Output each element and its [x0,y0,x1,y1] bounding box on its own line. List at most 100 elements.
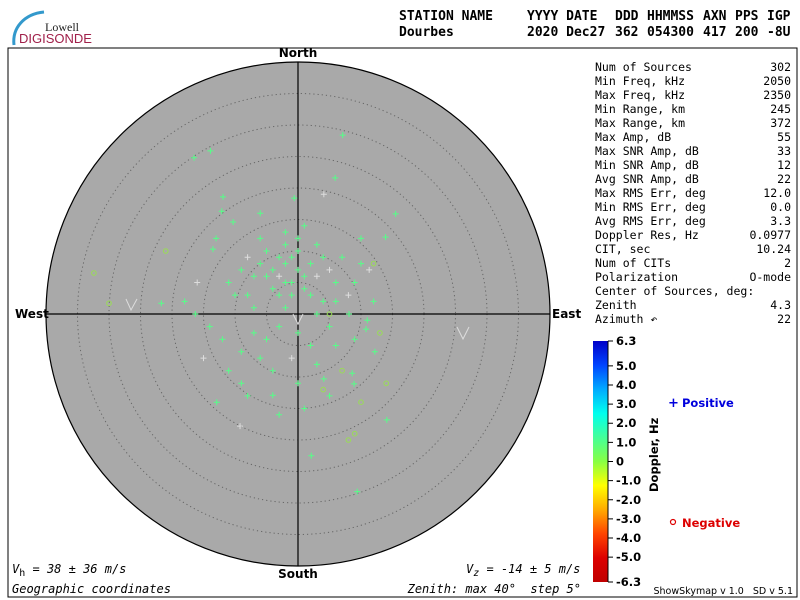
stat-label: Min Range, km [595,102,685,116]
stat-label: Polarization [595,270,678,284]
source-point-positive [363,326,370,333]
digisonde-logo: Lowell DIGISONDE [12,10,92,46]
source-point-positive [263,336,270,343]
doppler-colorbar [593,341,608,582]
stat-value: 245 [770,102,791,116]
source-point-positive [301,273,308,280]
colorbar-tick-label: 6.3 [616,334,636,348]
zenith-scale: Zenith: max 40° step 5° [407,582,581,596]
colorbar-tick-label: 0 [616,455,624,469]
source-point-positive [370,298,377,305]
source-point-positive [288,355,295,362]
colorbar-tick-label: -3.0 [616,512,641,526]
source-point-positive [351,279,358,286]
source-point-positive [250,273,257,280]
source-point-positive [339,254,346,261]
header-label-time: HHMMSS [647,9,694,24]
source-point-positive [257,210,264,217]
source-point-positive [392,210,399,217]
source-point-positive [206,323,213,330]
source-point-positive [383,416,390,423]
v-marker-center [292,313,304,326]
source-point-positive [354,488,361,495]
colorbar-tick-label: 4.0 [616,378,636,392]
stat-label: Max Range, km [595,116,685,130]
source-point-positive [371,348,378,355]
v-marker-east [456,326,470,341]
source-point-positive [326,392,333,399]
positive-symbol: + [668,396,679,411]
header-igp: -8U [767,25,791,40]
vh-value: = 38 ± 36 m/s [25,562,126,576]
stat-value: 302 [770,60,791,74]
source-point-negative [106,300,112,307]
source-point-positive [250,304,257,311]
source-point-positive [301,222,308,229]
stat-label: Doppler Res, Hz [595,228,699,242]
stat-label: Avg RMS Err, deg [595,214,706,228]
header-label-ddd: DDD [615,9,639,24]
source-point-positive [295,329,301,336]
source-point-positive [269,392,276,399]
colorbar-tick-label: -1.0 [616,474,641,488]
colorbar-tick-label: -2.0 [616,493,641,507]
source-point-positive [220,193,227,200]
legend-positive: Positive [682,396,734,410]
source-point-positive [332,342,339,349]
source-point-positive [295,266,301,273]
source-point-positive [269,367,276,374]
source-point-positive [295,248,301,254]
source-point-positive [320,254,327,261]
source-point-negative [383,380,390,387]
source-point-positive [332,298,339,305]
stat-value: 33 [777,144,791,158]
source-point-positive [288,254,295,261]
stat-value: 55 [777,130,791,144]
source-point-positive [276,254,283,261]
source-point-positive [320,298,327,305]
vz-subscript: z [473,568,479,579]
source-point-positive [351,380,358,387]
header-label-station: STATION NAME [399,9,493,24]
source-point-positive [332,174,339,181]
source-point-positive [244,292,251,299]
source-point-positive [257,260,264,267]
source-point-positive [320,191,327,198]
colorbar-tick-label: 5.0 [616,359,636,373]
source-point-positive [232,292,238,299]
negative-symbol-icon [669,518,677,526]
colorbar-tick-label: -5.0 [616,550,641,564]
colorbar-tick-label: -4.0 [616,531,641,545]
source-point-positive [213,399,220,406]
source-point-positive [238,266,245,273]
source-points [91,132,399,495]
source-point-positive [218,208,225,215]
source-point-positive [349,370,356,377]
stat-value: O-mode [749,270,791,284]
source-point-positive [225,279,232,286]
stat-label: Num of CITs [595,256,671,270]
stat-value: 4.3 [770,298,791,312]
stat-label: Zenith [595,298,637,312]
stat-label: Max SNR Amp, dB [595,144,699,158]
source-point-negative [326,311,333,317]
source-point-positive [345,292,352,299]
source-point-positive [276,411,283,418]
stat-value: 22 [777,172,791,186]
logo-digisonde: DIGISONDE [19,31,92,46]
source-point-positive [301,405,308,412]
source-point-positive [282,260,289,267]
stat-value: 10.24 [756,242,791,256]
source-point-positive [192,311,199,317]
stat-label: Max Freq, kHz [595,88,685,102]
source-point-positive [358,260,364,267]
stat-label: Num of Sources [595,60,692,74]
stats-panel: Num of Sources 302 Min Freq, kHz 2050 Max Fr… [595,60,791,326]
source-point-positive [244,392,251,399]
source-point-positive [320,375,327,382]
source-point-positive [307,342,314,349]
stat-label: Min RMS Err, deg [595,200,706,214]
header-label-date: YYYY DATE [527,9,597,24]
source-point-negative [162,248,169,254]
